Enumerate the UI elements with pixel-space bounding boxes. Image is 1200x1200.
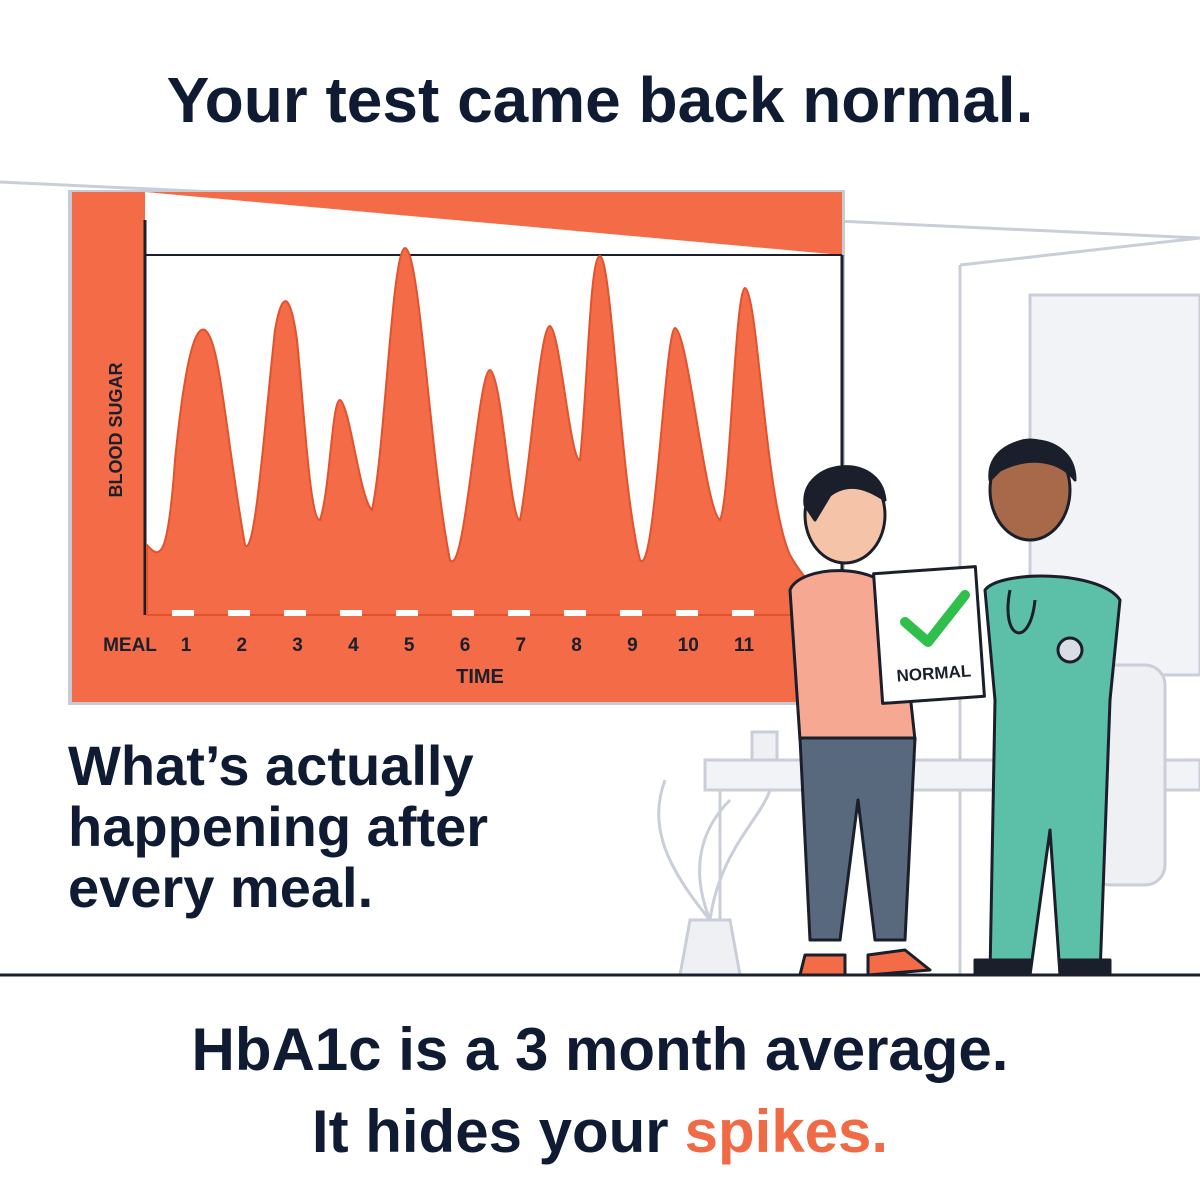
meal-number: 2 <box>237 635 248 656</box>
meal-number: 3 <box>292 635 303 656</box>
meal-number: 10 <box>678 635 699 656</box>
people <box>788 438 1122 977</box>
middle-line: every meal. <box>68 856 373 919</box>
meal-number: 1 <box>181 635 192 656</box>
meal-number: 6 <box>460 635 471 656</box>
highlight: spikes. <box>685 1098 888 1165</box>
bottom-line-2: It hides your spikes. <box>312 1098 888 1165</box>
meal-number: 7 <box>516 635 527 656</box>
meal-number: 4 <box>348 635 359 656</box>
title: Your test came back normal. <box>167 64 1034 136</box>
bottom-text: It hides your <box>312 1098 669 1165</box>
chart: BLOOD SUGAR MEAL TIME 1 2 3 4 5 6 7 8 9 10 11 <box>68 190 845 705</box>
middle-line: happening after <box>68 795 488 858</box>
meal-number: 8 <box>571 635 582 656</box>
y-axis-label: BLOOD SUGAR <box>106 362 126 497</box>
meal-number: 11 <box>734 635 755 656</box>
middle-line: What’s actually <box>68 734 474 797</box>
blood-sugar-curve <box>146 246 843 616</box>
meal-number: 5 <box>404 635 415 656</box>
meal-label: MEAL <box>103 635 157 656</box>
bottom-line-1: HbA1c is a 3 month average. <box>192 1016 1009 1083</box>
x-axis-label: TIME <box>456 666 504 688</box>
meal-number: 9 <box>627 635 638 656</box>
room <box>0 180 1200 976</box>
